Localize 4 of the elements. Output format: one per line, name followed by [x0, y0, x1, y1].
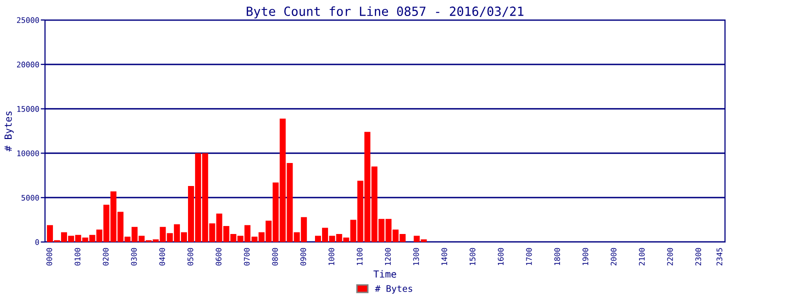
y-axis-title: # Bytes [4, 111, 14, 152]
legend-label: # Bytes [375, 285, 412, 294]
chart-title: Byte Count for Line 0857 - 2016/03/21 [246, 6, 524, 18]
x-axis-title: Time [374, 270, 396, 278]
